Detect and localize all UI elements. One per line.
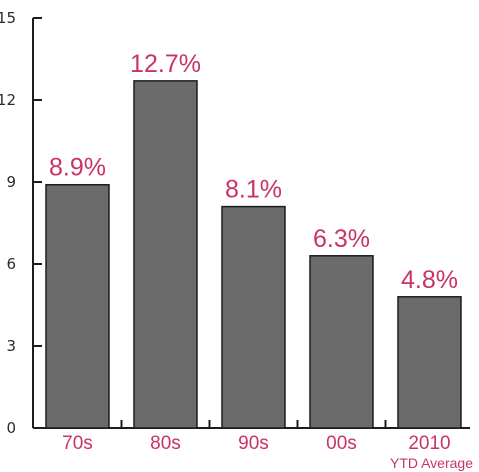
- value-labels: 8.9% 12.7% 8.1% 6.3% 4.8%: [49, 50, 458, 294]
- y-tick-label: 0: [6, 419, 16, 437]
- bar-70s: [45, 183, 110, 429]
- x-tick-label: 70s: [62, 433, 93, 454]
- y-tick-label: 12: [0, 91, 16, 109]
- bar-80s: [133, 80, 198, 429]
- bar-2010: [397, 296, 462, 429]
- y-tick-label: 15: [0, 9, 16, 27]
- y-axis-ticks: 0 3 6 9 12 15: [0, 9, 42, 437]
- value-label: 4.8%: [401, 266, 458, 294]
- value-label: 8.1%: [225, 176, 282, 204]
- x-tick-label: 2010: [408, 433, 450, 454]
- value-label: 12.7%: [130, 50, 201, 78]
- x-tick-sublabel: YTD Average: [390, 455, 473, 471]
- x-tick-label: 90s: [238, 433, 269, 454]
- x-tick-label: 80s: [150, 433, 181, 454]
- value-label: 6.3%: [313, 225, 370, 253]
- x-tick-label: 00s: [326, 433, 357, 454]
- y-tick-label: 6: [6, 255, 16, 273]
- bar-00s: [309, 255, 374, 429]
- bar-90s: [221, 205, 286, 429]
- y-tick-label: 3: [6, 337, 16, 355]
- bar-series: [45, 80, 462, 429]
- y-tick-label: 9: [6, 173, 16, 191]
- value-label: 8.9%: [49, 154, 106, 182]
